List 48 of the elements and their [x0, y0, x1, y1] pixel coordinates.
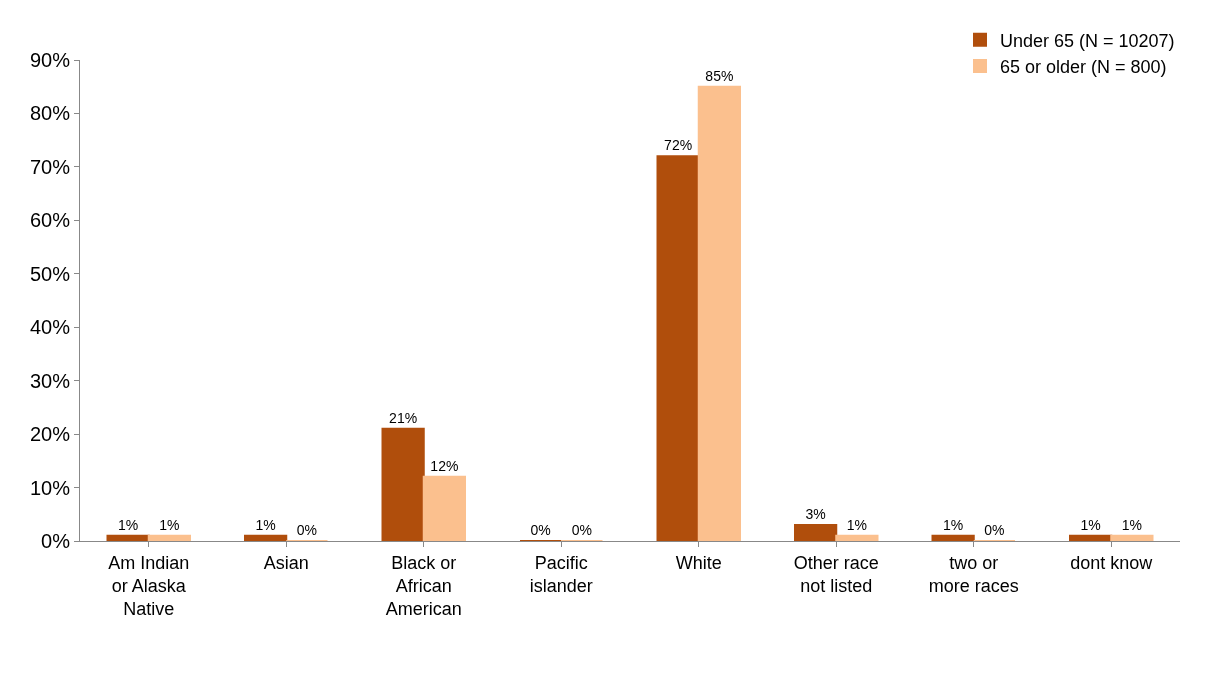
x-tick-label: Other race not listed: [793, 552, 879, 596]
bar: [794, 523, 838, 541]
x-tick-label: Black or African American: [385, 552, 462, 620]
legend-label: Under 65 (N = 10207): [1000, 30, 1175, 51]
y-tick-label: 50%: [29, 262, 71, 285]
y-tick-label: 70%: [29, 155, 71, 178]
bar: [381, 427, 425, 541]
data-label: 85%: [705, 67, 734, 84]
y-tick-label: 30%: [29, 369, 71, 392]
x-tick-label: two or more races: [928, 552, 1019, 596]
bar: [1069, 534, 1113, 541]
x-tick-label: White: [675, 552, 722, 573]
data-label: 0%: [571, 522, 592, 538]
data-label: 0%: [984, 522, 1005, 538]
y-tick-label: 40%: [29, 316, 71, 339]
data-label: 12%: [430, 457, 459, 474]
y-tick-label: 80%: [29, 102, 71, 125]
x-tick-label: dont know: [1070, 552, 1154, 573]
data-label: 72%: [664, 137, 693, 154]
legend-label: 65 or older (N = 800): [1000, 57, 1167, 78]
x-tick-label: Pacific islander: [529, 552, 593, 596]
data-label: 1%: [118, 516, 139, 533]
bar: [656, 155, 700, 541]
data-label: 1%: [1080, 516, 1101, 533]
bar: [422, 475, 466, 541]
bar: [1110, 534, 1154, 541]
data-label: 1%: [255, 516, 276, 533]
data-label: 1%: [159, 516, 180, 533]
bar: [106, 534, 150, 541]
y-tick-label: 60%: [29, 209, 71, 232]
x-tick-label: Asian: [263, 552, 309, 573]
data-label: 1%: [943, 516, 964, 533]
data-label: 21%: [389, 409, 418, 426]
data-label: 0%: [296, 522, 317, 538]
data-label: 1%: [1121, 516, 1142, 533]
x-tick-label: Am Indian or Alaska Native: [108, 552, 190, 620]
y-tick-label: 90%: [29, 49, 71, 71]
bar: [147, 534, 191, 541]
bar: [835, 534, 879, 541]
bar: [931, 534, 975, 541]
bar: [244, 534, 288, 541]
bar: [697, 85, 741, 541]
data-label: 3%: [805, 505, 826, 522]
y-tick-label: 10%: [29, 476, 71, 499]
data-label: 1%: [846, 516, 867, 533]
y-tick-label: 20%: [29, 423, 71, 446]
data-label: 0%: [530, 522, 551, 538]
y-tick-label: 0%: [41, 530, 71, 552]
